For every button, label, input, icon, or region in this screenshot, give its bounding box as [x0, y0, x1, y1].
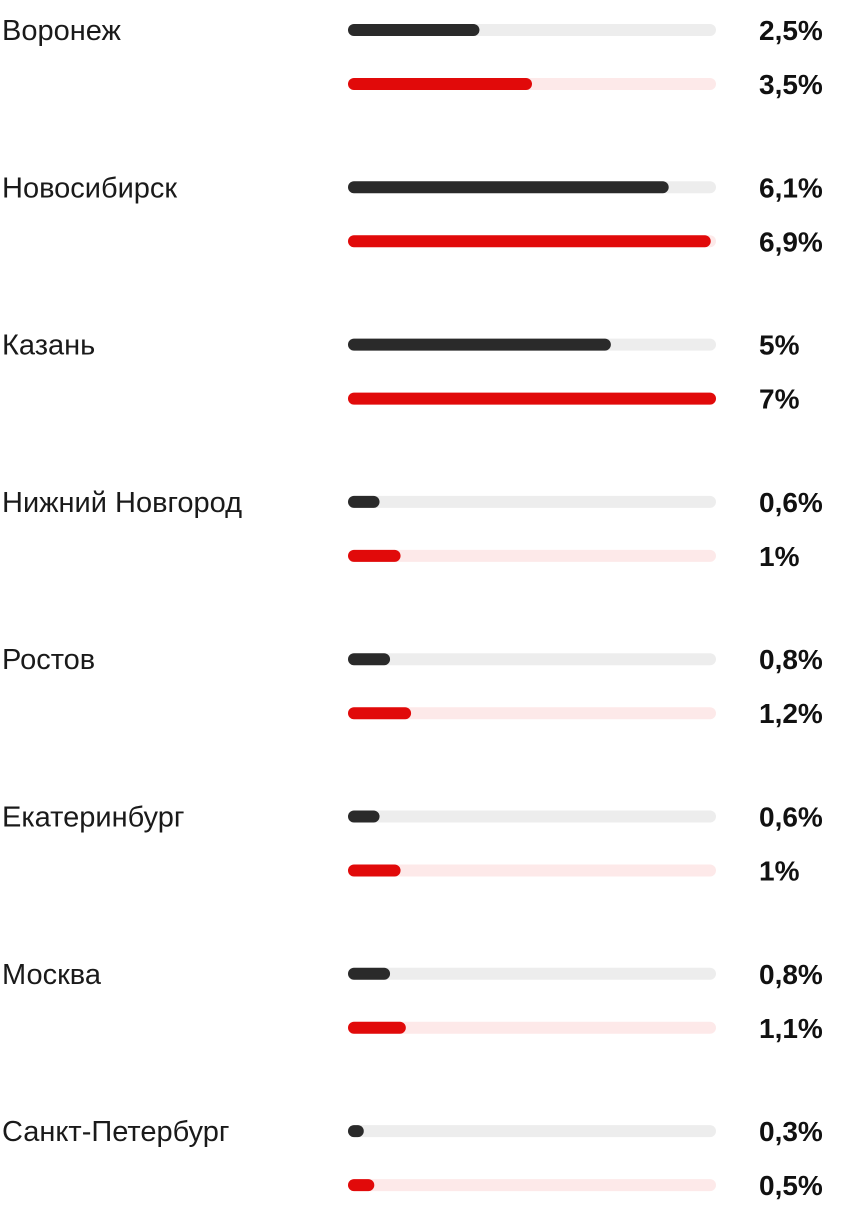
dark-value-label: 0,8% [759, 959, 823, 990]
dark-value-label: 0,6% [759, 487, 823, 518]
dark-bar-track [348, 495, 716, 508]
dark-value-label: 0,6% [759, 802, 823, 833]
city-label: Ростов [2, 644, 95, 676]
chart-rows: Воронеж 2,5% 3,5% Новосибирск 6,1% 6,9% Казань… [2, 15, 823, 1201]
dark-bar [348, 1125, 364, 1138]
dark-value-label: 2,5% [759, 15, 823, 46]
city-label: Москва [2, 959, 102, 991]
red-value-label: 3,5% [759, 69, 823, 100]
red-bar [348, 392, 716, 405]
dark-bar [348, 653, 391, 666]
dark-bar [348, 24, 480, 36]
red-bar-track [348, 1021, 716, 1034]
red-value-label: 7% [759, 384, 800, 415]
red-bar-track [348, 549, 716, 562]
red-value-label: 0,5% [759, 1170, 823, 1201]
red-value-label: 1% [759, 856, 800, 887]
city-row: Нижний Новгород 0,6% 1% [2, 487, 823, 572]
red-bar-track [348, 1179, 716, 1192]
city-row: Москва 0,8% 1,1% [2, 959, 823, 1044]
city-row: Екатеринбург 0,6% 1% [2, 802, 823, 887]
dark-bar-track [348, 1125, 716, 1138]
dark-bar [348, 810, 380, 823]
city-label: Нижний Новгород [2, 487, 242, 519]
dark-bar-track [348, 653, 716, 666]
city-row: Воронеж 2,5% 3,5% [2, 15, 823, 100]
red-bar [348, 549, 401, 562]
dark-value-label: 6,1% [759, 172, 823, 203]
dark-bar [348, 181, 669, 194]
dark-bar [348, 967, 391, 980]
red-bar [348, 707, 412, 720]
red-value-label: 1% [759, 541, 800, 572]
red-bar [348, 1021, 406, 1034]
city-row: Казань 5% 7% [2, 330, 800, 415]
city-label: Казань [2, 330, 95, 362]
red-bar [348, 235, 711, 248]
red-value-label: 6,9% [759, 226, 823, 257]
dark-bar [348, 495, 380, 508]
dark-bar-track [348, 967, 716, 980]
red-bar [348, 1179, 375, 1192]
city-row: Новосибирск 6,1% 6,9% [2, 172, 823, 257]
red-value-label: 1,1% [759, 1013, 823, 1044]
red-bar-track [348, 864, 716, 877]
dark-bar-track [348, 810, 716, 823]
dark-value-label: 0,3% [759, 1116, 823, 1147]
red-bar-track [348, 707, 716, 720]
red-bar [348, 78, 532, 90]
city-label: Воронеж [2, 15, 122, 47]
city-row: Санкт-Петербург 0,3% 0,5% [2, 1116, 823, 1201]
dark-value-label: 5% [759, 330, 800, 361]
red-bar [348, 864, 401, 877]
city-label: Екатеринбург [2, 802, 184, 834]
city-label: Санкт-Петербург [2, 1116, 229, 1148]
red-value-label: 1,2% [759, 698, 823, 729]
dark-value-label: 0,8% [759, 644, 823, 675]
city-row: Ростов 0,8% 1,2% [2, 644, 823, 729]
dark-bar [348, 338, 611, 351]
city-label: Новосибирск [2, 172, 177, 204]
